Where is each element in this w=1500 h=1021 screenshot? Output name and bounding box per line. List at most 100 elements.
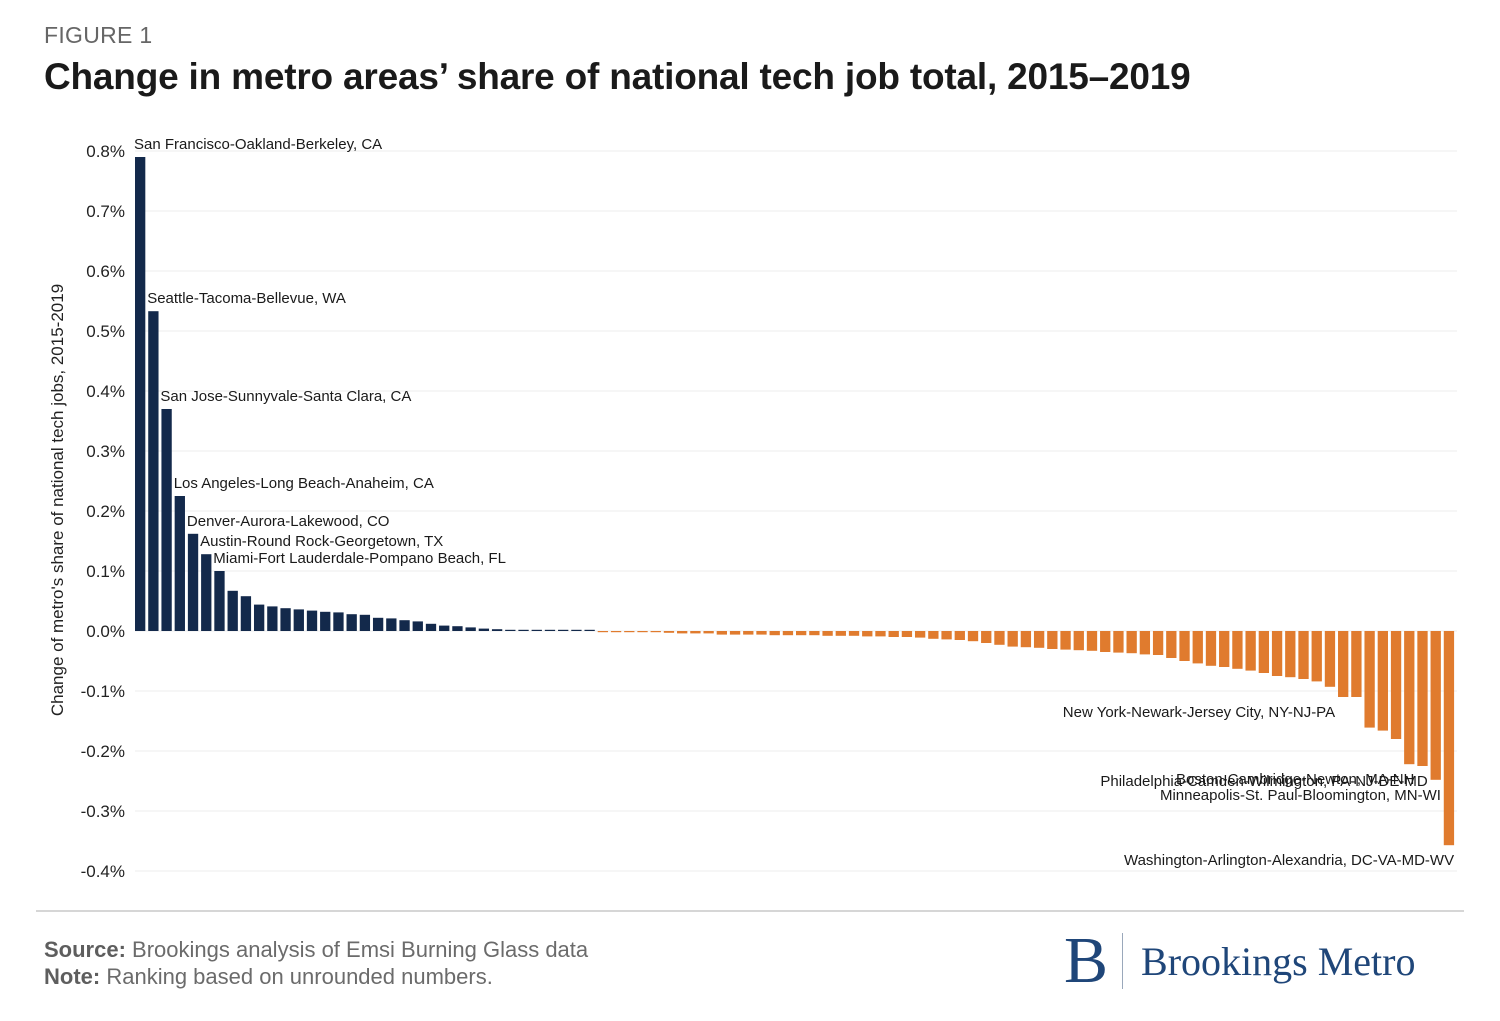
bar xyxy=(1338,631,1349,697)
bar xyxy=(888,631,899,637)
bar-annotation: Minneapolis-St. Paul-Bloomington, MN-WI xyxy=(1160,787,1441,804)
logo-text: Brookings Metro xyxy=(1141,938,1416,984)
bar-annotations: San Francisco-Oakland-Berkeley, CA Seattl… xyxy=(134,136,1454,869)
bar xyxy=(1060,631,1071,650)
bar xyxy=(452,626,463,631)
bar xyxy=(306,610,318,631)
bar xyxy=(1430,631,1441,780)
bar xyxy=(954,631,965,640)
bar xyxy=(1271,631,1283,676)
bar xyxy=(981,631,992,643)
y-tick-label: -0.2% xyxy=(81,742,125,761)
bar xyxy=(624,631,635,633)
bar xyxy=(610,631,622,633)
y-tick-label: 0.3% xyxy=(86,442,125,461)
logo-separator xyxy=(1122,933,1124,989)
bar xyxy=(1139,631,1151,655)
logo-mark-icon: B xyxy=(1064,924,1109,997)
bar xyxy=(1245,631,1256,671)
footer-notes: Source: Brookings analysis of Emsi Burni… xyxy=(44,936,588,990)
bar-annotation: Washington-Arlington-Alexandria, DC-VA-M… xyxy=(1124,852,1454,869)
bar xyxy=(848,631,860,636)
source-label: Source: xyxy=(44,937,126,962)
bar xyxy=(439,625,450,631)
bar-annotation: Los Angeles-Long Beach-Anaheim, CA xyxy=(174,475,434,492)
bar xyxy=(544,629,556,631)
note-line: Note: Ranking based on unrounded numbers… xyxy=(44,963,588,990)
bar xyxy=(994,631,1005,645)
bar xyxy=(1152,631,1164,655)
bar xyxy=(756,631,767,635)
bar xyxy=(227,590,238,631)
bar xyxy=(743,631,754,635)
bar xyxy=(1351,631,1362,697)
bar xyxy=(663,631,675,633)
y-axis-label: Change of metro's share of national tech… xyxy=(48,284,67,716)
bar xyxy=(201,554,212,631)
bar xyxy=(703,631,714,634)
y-tick-label: -0.1% xyxy=(81,682,125,701)
source-text: Brookings analysis of Emsi Burning Glass… xyxy=(125,937,589,962)
bar xyxy=(1113,631,1124,653)
figure-label: FIGURE 1 xyxy=(44,22,153,48)
source-line: Source: Brookings analysis of Emsi Burni… xyxy=(44,936,588,963)
gridlines xyxy=(135,150,1457,872)
bar xyxy=(729,631,741,635)
bar-annotation: Seattle-Tacoma-Bellevue, WA xyxy=(147,290,346,307)
bar xyxy=(174,496,185,631)
bar xyxy=(425,623,437,631)
y-tick-label: 0.7% xyxy=(86,202,125,221)
bar xyxy=(782,631,794,636)
bar-annotation: Boston-Cambridge-Newton, MA-NH xyxy=(1176,771,1414,788)
bar xyxy=(558,629,569,631)
bar xyxy=(571,629,582,631)
y-tick-label: 0.5% xyxy=(86,322,125,341)
bar xyxy=(491,629,503,631)
bar xyxy=(1007,631,1018,647)
bar xyxy=(1192,631,1203,664)
bar-annotation: Miami-Fort Lauderdale-Pompano Beach, FL xyxy=(213,550,506,567)
bar xyxy=(280,608,291,631)
bar xyxy=(505,629,516,631)
y-tick-label: 0.4% xyxy=(86,382,125,401)
bar xyxy=(637,631,648,633)
bar xyxy=(1377,631,1388,731)
bar xyxy=(1020,631,1032,648)
bar xyxy=(478,628,490,631)
bar xyxy=(928,631,939,639)
bar xyxy=(346,614,357,631)
y-tick-label: 0.1% xyxy=(86,562,125,581)
bar-annotation: Austin-Round Rock-Georgetown, TX xyxy=(200,533,443,550)
chart-title: Change in metro areas’ share of national… xyxy=(44,56,1191,97)
y-tick-label: 0.2% xyxy=(86,502,125,521)
footer-divider xyxy=(36,910,1464,912)
bar xyxy=(293,609,304,631)
bar xyxy=(1298,631,1309,679)
bar xyxy=(518,629,529,631)
bar xyxy=(1285,631,1296,678)
bar xyxy=(1417,631,1428,766)
bar xyxy=(148,311,159,631)
bar xyxy=(399,620,410,631)
bar xyxy=(1258,631,1270,673)
y-axis-ticks: 0.8% 0.7% 0.6% 0.5% 0.4% 0.3% 0.2% 0.1% 0.0% -0.1… xyxy=(81,142,125,881)
bar xyxy=(796,631,807,636)
bar-annotation: Denver-Aurora-Lakewood, CO xyxy=(187,513,390,530)
note-text: Ranking based on unrounded numbers. xyxy=(100,964,493,989)
bars xyxy=(135,157,1455,846)
bar xyxy=(359,614,371,631)
bar xyxy=(901,631,913,637)
bar xyxy=(1166,631,1177,658)
bar xyxy=(914,631,926,638)
bar-annotation: New York-Newark-Jersey City, NY-NJ-PA xyxy=(1063,704,1335,721)
bar xyxy=(412,621,423,631)
bar xyxy=(650,631,661,633)
bar xyxy=(333,612,344,631)
bar xyxy=(1364,631,1375,728)
bar-annotation: Philadelphia-Camden-Wilmington, PA-NJ-DE… xyxy=(1100,773,1427,790)
bar xyxy=(253,604,265,631)
bar xyxy=(835,631,846,636)
bar xyxy=(1047,631,1058,649)
bar xyxy=(320,611,331,631)
bar xyxy=(875,631,886,637)
